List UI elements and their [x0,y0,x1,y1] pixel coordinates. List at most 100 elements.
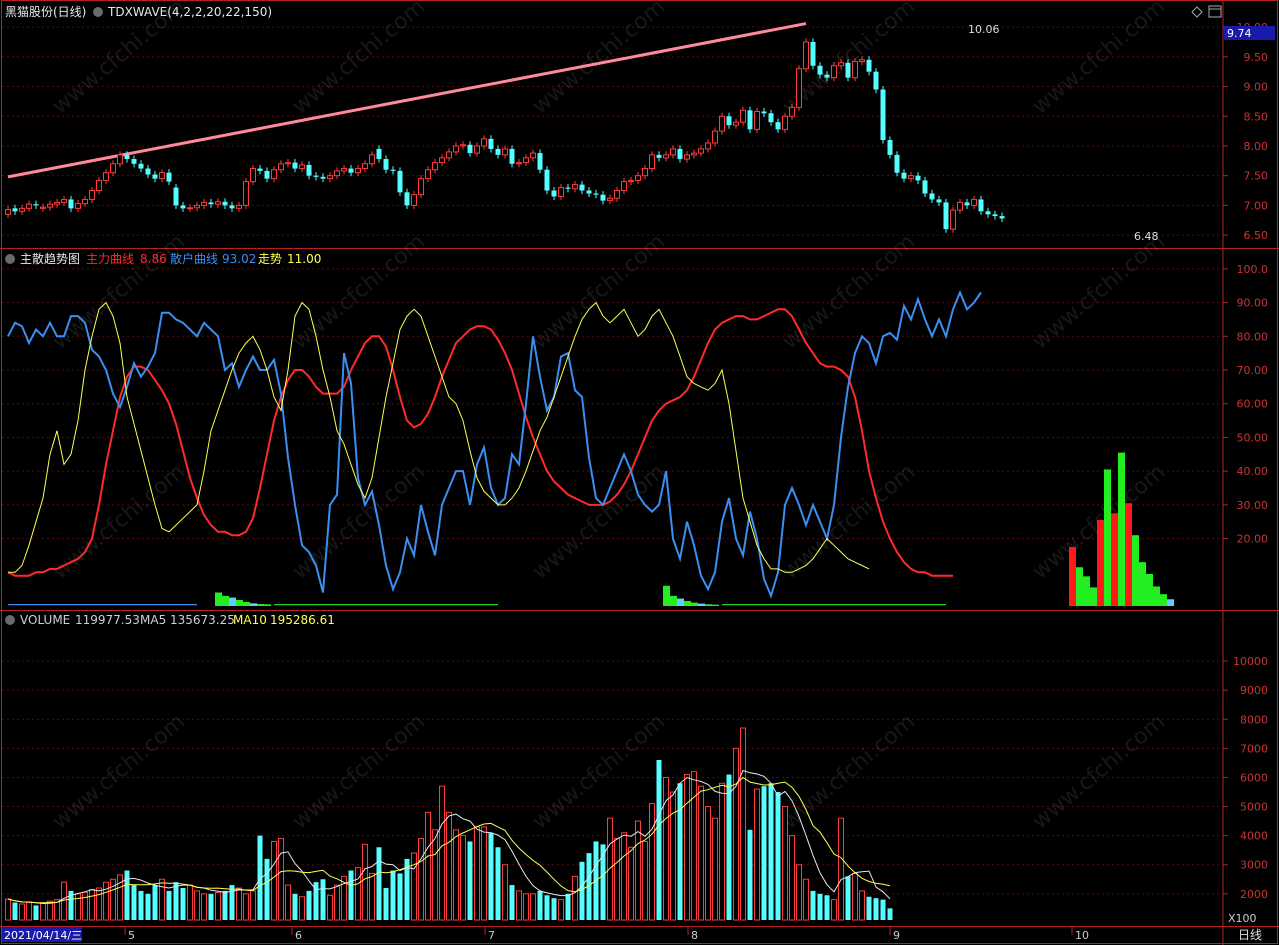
volume-bar [222,890,228,920]
volume-bar [397,873,403,920]
candle-body [488,138,494,149]
candle-body [418,178,424,196]
volume-bar [96,887,102,921]
volume-bar [334,884,340,921]
candle-body [334,170,340,177]
volume-bar [124,870,130,920]
volume-bar [460,835,466,921]
volume-bar [5,898,11,921]
volume-bar [537,890,543,920]
trend-retail-value: 93.02 [222,252,256,266]
candle-body [250,168,256,183]
indicator-settings-icon[interactable] [93,7,103,17]
volume-bar [110,878,116,921]
candle-body [824,74,830,78]
candle-body [733,121,739,126]
candle-body [376,148,382,160]
candle-body [866,59,872,72]
volume-label: VOLUME [20,613,70,627]
trend-main-value: 8.86 [140,252,167,266]
volume-tick-label: 5000 [1240,801,1268,814]
ma10-value: 195286.61 [270,613,335,627]
volume-bar [572,875,578,921]
trend-tick-label: 30.00 [1237,499,1269,512]
trend-bar [236,599,243,606]
price-tick-label: 8.00 [1244,140,1269,153]
candle-body [523,157,529,164]
volume-bar [768,783,774,920]
volume-bar [348,870,354,920]
trend-bar [215,592,222,606]
candle-body [131,159,137,164]
volume-ma-line [7,776,891,904]
volume-bar [579,861,585,920]
trend-bar [250,603,257,606]
candle-body [698,148,704,154]
candle-body [859,59,865,63]
volume-settings-icon[interactable] [5,615,15,625]
price-tick-label: 9.00 [1244,81,1269,94]
candle-body [397,170,403,193]
window-restore-icon[interactable] [1208,5,1222,18]
volume-bar [733,747,739,921]
price-candles [5,38,1005,233]
month-tick-label: 5 [128,929,135,942]
volume-bar [663,776,669,921]
volume-bar [362,843,368,921]
candle-body [390,169,396,171]
price-tick-label: 7.00 [1244,199,1269,212]
candle-body [5,209,11,215]
trend-bar [1118,452,1125,606]
candle-body [894,154,900,173]
candle-body [229,205,235,209]
volume-bar [782,806,788,921]
trend-bar [257,603,264,606]
trend-bar [1069,547,1076,606]
candle-body [558,187,564,197]
current-price-label: 9.74 [1227,27,1252,40]
volume-bar [131,885,137,920]
candle-body [222,201,228,206]
volume-tick-label: 9000 [1240,684,1268,697]
volume-bar [481,826,487,921]
volume-tick-label: 3000 [1240,859,1268,872]
trend-move-value: 11.00 [287,252,321,266]
candle-body [908,175,914,180]
candle-body [544,169,550,191]
candle-body [670,148,676,156]
volume-bar [180,888,186,920]
volume-bar [719,782,725,921]
candle-body [138,163,144,169]
month-tick-label: 9 [893,929,900,942]
candle-body [684,154,690,160]
candle-body [411,194,417,206]
candle-body [964,202,970,206]
candle-body [880,89,886,141]
volume-bar [250,890,256,921]
period-label[interactable]: 日线 [1238,928,1262,942]
volume-bar [40,902,46,921]
volume-bar [166,890,172,920]
candle-body [180,205,186,209]
candle-body [173,187,179,206]
candle-body [712,130,718,144]
candle-body [495,148,501,155]
candle-body [467,144,473,154]
candle-body [124,154,130,160]
candle-body [152,174,158,179]
candle-body [922,180,928,194]
start-date-box [2,927,82,942]
diamond-icon[interactable] [1191,6,1203,18]
candle-body [796,68,802,108]
stock-title: 黑猫股份(日线) [5,5,86,19]
trend-bar [1125,503,1132,606]
volume-bar [194,890,200,921]
trend-bar [1153,586,1160,606]
trend-lines [7,289,982,599]
month-tick-label: 6 [295,929,302,942]
candle-body [453,145,459,153]
volume-bar [565,893,571,920]
candle-body [82,198,88,205]
month-tick-label: 7 [488,929,495,942]
trend-settings-icon[interactable] [5,254,15,264]
